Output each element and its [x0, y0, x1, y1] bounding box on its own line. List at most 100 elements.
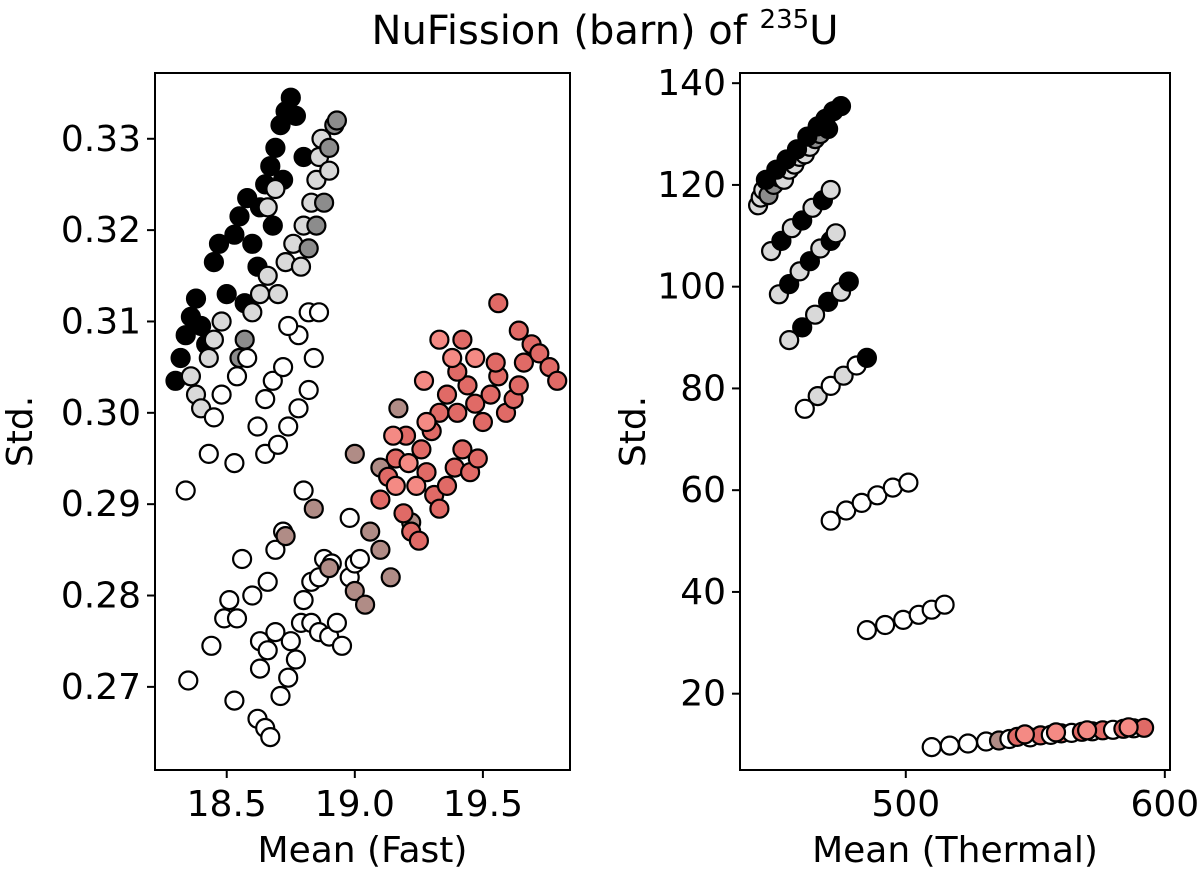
scatter-point — [331, 635, 353, 656]
scatter-point — [229, 206, 250, 227]
right-x-axis-label: Mean (Thermal) — [812, 830, 1098, 871]
scatter-point — [485, 352, 506, 373]
scatter-point — [191, 315, 212, 337]
scatter-point — [488, 293, 509, 314]
scatter-point — [416, 462, 437, 483]
scatter-point — [203, 329, 224, 350]
scatter-point — [508, 375, 529, 396]
scatter-point — [874, 614, 896, 636]
scatter-point — [273, 357, 294, 378]
scatter-point — [237, 347, 258, 369]
right-y-axis-label: Std. — [613, 396, 654, 467]
scatter-point — [308, 302, 330, 323]
scatter-point — [344, 580, 365, 602]
scatter-point — [226, 608, 248, 629]
scatter-point — [830, 95, 852, 117]
scatter-point — [779, 330, 800, 351]
scatter-point — [224, 224, 245, 245]
scatter-point — [383, 425, 404, 446]
title-superscript: 235 — [760, 5, 810, 35]
scatter-point — [257, 265, 278, 286]
scatter-point — [255, 389, 276, 410]
title-suffix: U — [809, 8, 838, 54]
scatter-point — [436, 384, 458, 405]
scatter-point — [211, 311, 232, 332]
scatter-point — [257, 571, 278, 592]
scatter-point — [480, 384, 501, 405]
scatter-point — [452, 439, 473, 460]
y-tick-label: 40 — [680, 572, 726, 613]
scatter-point — [226, 366, 248, 387]
scatter-point — [825, 223, 846, 244]
scatter-point — [406, 475, 427, 496]
scatter-point — [771, 230, 792, 251]
scatter-point — [270, 685, 291, 707]
scatter-point — [267, 284, 289, 305]
scatter-point — [820, 375, 841, 396]
y-tick-label: 0.33 — [61, 119, 141, 160]
scatter-point — [547, 370, 568, 391]
scatter-point — [799, 251, 821, 272]
scatter-point — [442, 347, 463, 369]
scatter-point — [262, 370, 283, 391]
scatter-point — [265, 178, 286, 200]
y-tick-label: 120 — [657, 165, 726, 206]
scatter-point — [175, 325, 196, 346]
left-y-axis-label: Std. — [0, 396, 41, 467]
y-tick-label: 0.29 — [61, 484, 141, 525]
scatter-point — [921, 736, 942, 758]
x-tick-label: 600 — [1130, 784, 1199, 825]
left-axes-frame — [154, 72, 571, 771]
left-y-ticks: 0.27 0.28 0.29 0.30 0.31 0.32 0.33 — [61, 119, 155, 708]
scatter-point — [249, 658, 271, 679]
scatter-point — [326, 110, 347, 131]
scatter-point — [298, 238, 319, 259]
scatter-point — [355, 594, 376, 615]
scatter-point — [203, 407, 224, 428]
scatter-point — [234, 329, 255, 350]
scatter-point — [265, 137, 286, 158]
scatter-point — [465, 393, 486, 414]
scatter-point — [1076, 720, 1098, 741]
y-tick-label: 140 — [657, 63, 726, 104]
y-tick-label: 0.32 — [61, 210, 141, 251]
scatter-point — [275, 525, 296, 547]
scatter-point — [820, 179, 841, 201]
scatter-point — [278, 416, 299, 437]
scatter-point — [319, 160, 340, 181]
scatter-point — [370, 539, 391, 560]
scatter-point — [285, 649, 306, 670]
scatter-point — [856, 619, 878, 641]
scatter-point — [257, 197, 278, 218]
scatter-point — [208, 233, 230, 254]
y-tick-label: 20 — [680, 674, 726, 715]
scatter-point — [260, 156, 281, 177]
scatter-point — [178, 670, 199, 691]
scatter-point — [170, 347, 191, 369]
x-tick-label: 18.5 — [187, 784, 267, 825]
scatter-point — [319, 557, 340, 579]
scatter-point — [262, 215, 283, 236]
scatter-point — [198, 347, 219, 369]
scatter-point — [804, 304, 826, 325]
scatter-point — [452, 329, 473, 350]
scatter-point — [513, 352, 535, 373]
scatter-point — [293, 480, 314, 501]
scatter-point — [224, 453, 245, 474]
scatter-point — [232, 548, 253, 570]
scatter-point — [290, 256, 312, 277]
scatter-point — [175, 480, 196, 501]
scatter-point — [203, 252, 224, 273]
left-points — [165, 87, 568, 748]
scatter-point — [898, 472, 919, 493]
scatter-point — [303, 498, 324, 519]
left-x-ticks: 18.5 19.0 19.5 — [187, 770, 523, 825]
scatter-point — [267, 434, 289, 455]
scatter-point — [465, 347, 486, 369]
scatter-point — [370, 489, 391, 510]
right-y-ticks: 20 40 60 80 100 120 140 — [657, 63, 740, 715]
y-tick-label: 0.30 — [61, 393, 141, 434]
scatter-point — [1014, 724, 1036, 745]
